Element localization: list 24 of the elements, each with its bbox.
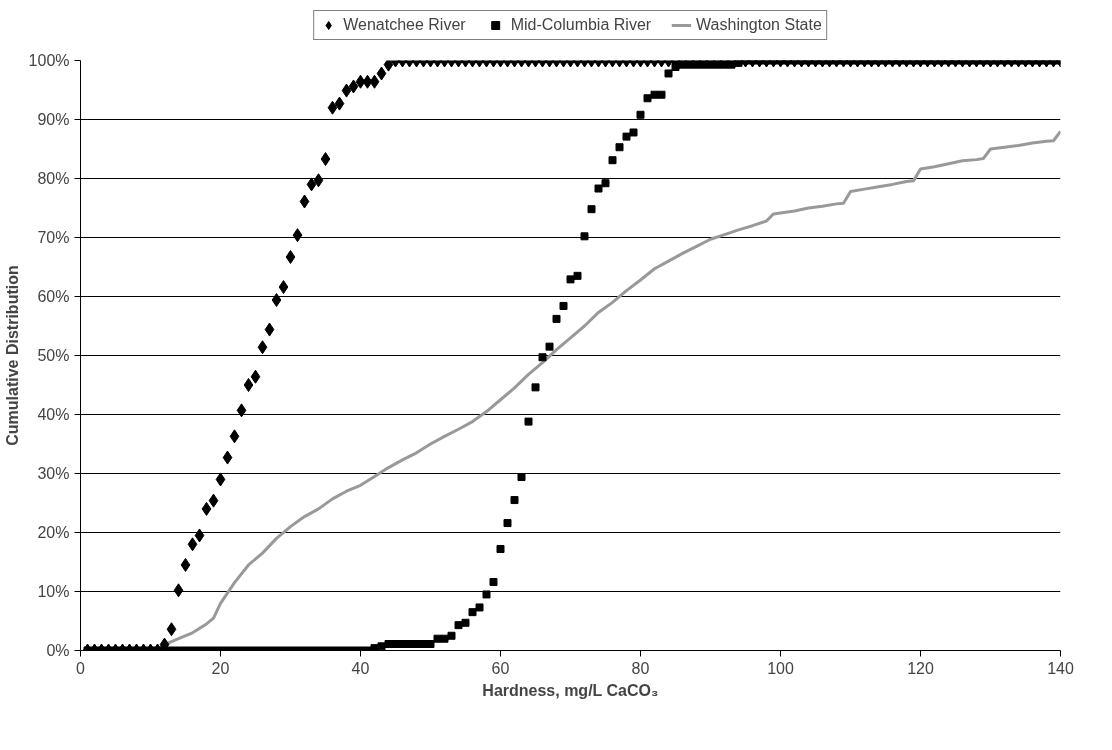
y-tick-label: 60% bbox=[37, 288, 70, 305]
x-tick-label: 100 bbox=[767, 659, 794, 677]
y-tick-label: 50% bbox=[37, 347, 70, 364]
y-tick-label: 10% bbox=[37, 583, 70, 600]
legend-label: Mid-Columbia River bbox=[510, 16, 652, 34]
y-axis-title: Cumulative Distribution bbox=[3, 265, 21, 446]
y-tick-label: 80% bbox=[37, 170, 70, 187]
legend-label: Wenatchee River bbox=[343, 16, 466, 34]
y-tick-label: 40% bbox=[37, 406, 70, 423]
x-tick-label: 60 bbox=[491, 659, 510, 677]
x-tick-label: 0 bbox=[76, 659, 86, 677]
y-tick-label: 100% bbox=[28, 52, 70, 69]
y-tick-label: 0% bbox=[46, 642, 70, 659]
x-tick-label: 120 bbox=[907, 659, 934, 677]
x-axis-title: Hardness, mg/L CaCO₃ bbox=[482, 681, 659, 699]
x-tick-label: 140 bbox=[1047, 659, 1074, 677]
y-tick-label: 90% bbox=[37, 111, 70, 128]
y-tick-label: 30% bbox=[37, 465, 70, 482]
y-tick-label: 20% bbox=[37, 524, 70, 541]
y-tick-label: 70% bbox=[37, 229, 70, 246]
legend-label: Washington State bbox=[696, 16, 822, 34]
x-tick-label: 20 bbox=[211, 659, 230, 677]
x-tick-label: 40 bbox=[351, 659, 370, 677]
x-tick-label: 80 bbox=[631, 659, 650, 677]
